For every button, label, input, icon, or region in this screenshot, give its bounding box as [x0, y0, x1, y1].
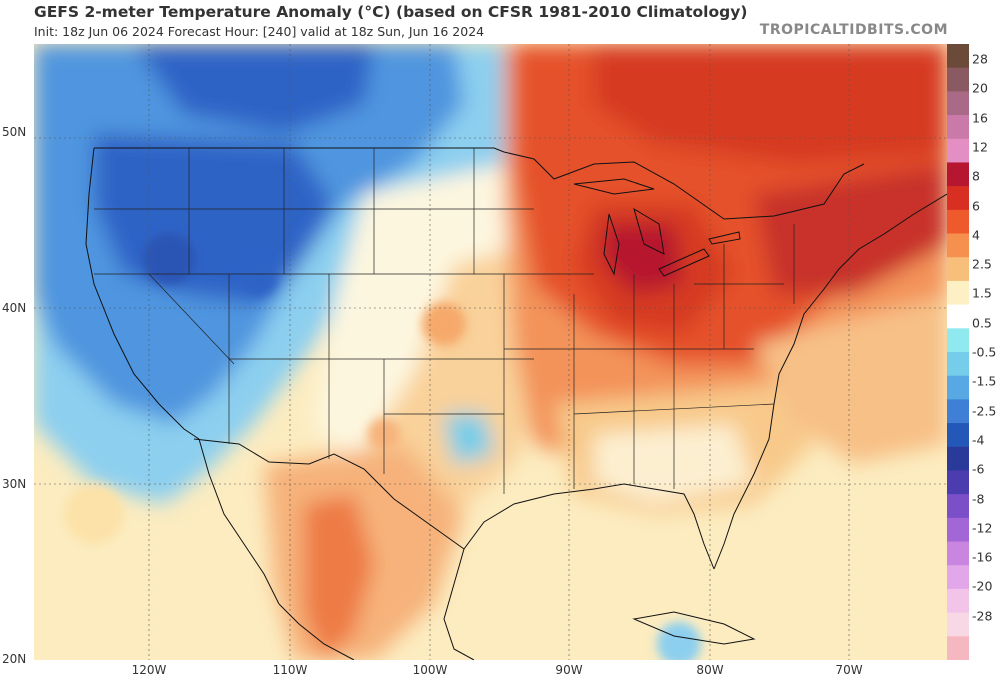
colorbar-label: -20 — [972, 578, 993, 594]
boundaries — [85, 147, 947, 660]
lake-erie — [658, 248, 710, 277]
colorbar-swatch — [947, 588, 969, 614]
colorbar-swatch — [947, 352, 969, 377]
central-warm-spot — [422, 302, 466, 346]
state-borders — [94, 148, 795, 494]
lake-huron — [633, 207, 665, 255]
colorbar-label: 16 — [972, 110, 988, 126]
forecast-info: Init: 18z Jun 06 2024 Forecast Hour: [24… — [34, 24, 485, 39]
map-header: GEFS 2-meter Temperature Anomaly (°C) (b… — [0, 0, 1000, 44]
gulf-coast — [463, 483, 715, 570]
graticule — [34, 44, 947, 660]
texas-cool-patch — [444, 414, 494, 464]
colorbar-label: -16 — [972, 549, 993, 565]
colorbar-label: 2.5 — [972, 256, 992, 272]
mexico-pacific-coast — [278, 603, 355, 660]
colorbar-swatch — [947, 375, 969, 400]
colorbar-label: 12 — [972, 139, 988, 155]
colorbar-label: -6 — [972, 461, 985, 477]
atlantic-warm — [754, 294, 947, 464]
colorbar-swatch — [947, 399, 969, 424]
west-coast — [85, 147, 200, 440]
colorbar-swatch — [947, 612, 969, 637]
cuba-outline — [632, 611, 756, 645]
colorbar-label: 28 — [972, 51, 988, 67]
colorbar-swatch — [947, 541, 969, 566]
colorbar-label: -12 — [972, 520, 993, 536]
colorbar-swatch — [947, 162, 969, 187]
colorbar-label: -4 — [972, 432, 985, 448]
colorbar-label: -2.5 — [972, 403, 997, 419]
lon-label-80w: 80W — [696, 663, 724, 677]
us-canada-border — [94, 147, 865, 220]
colorbar-swatch — [947, 138, 969, 163]
colorbar-swatch — [947, 446, 969, 471]
colorbar-swatch — [947, 470, 969, 495]
mexico-hot-region — [304, 494, 374, 660]
atlantic-coast — [773, 193, 947, 405]
colorbar-label: 0.5 — [972, 315, 992, 331]
colorbar-label: 1.5 — [972, 285, 992, 301]
colorbar-swatch — [947, 44, 969, 69]
colorado-cold-spot — [241, 261, 277, 297]
lon-label-120w: 120W — [131, 663, 167, 677]
map-title: GEFS 2-meter Temperature Anomaly (°C) (b… — [34, 3, 748, 21]
site-brand[interactable]: TROPICALTIDBITS.COM — [759, 22, 948, 38]
anomaly-map — [34, 44, 947, 660]
colorbar-label: -28 — [972, 608, 993, 624]
map-canvas — [34, 44, 947, 660]
colorbar-swatch — [947, 565, 969, 590]
colorbar-label: -8 — [972, 491, 985, 506]
lat-label-50n: 50N — [2, 125, 27, 139]
us-mexico-border — [193, 438, 465, 550]
colorbar-label: 4 — [972, 227, 980, 243]
colorbar-swatch — [947, 257, 969, 282]
lake-superior — [573, 178, 655, 195]
lon-label-70w: 70W — [835, 663, 863, 677]
colorbar-swatch — [947, 423, 969, 448]
colorbar-swatch — [947, 280, 969, 306]
colorbar-swatch — [947, 328, 969, 353]
lake-ontario — [708, 231, 741, 245]
colorbar-label: 20 — [972, 80, 988, 96]
colorbar-swatch — [947, 304, 969, 329]
colorbar — [947, 44, 969, 660]
pacific-warm-spot — [64, 484, 124, 544]
colorbar-swatch — [947, 186, 969, 211]
nevada-cold-spot — [143, 233, 195, 285]
colorbar-swatch — [947, 209, 969, 235]
colorbar-swatch — [947, 517, 969, 543]
lat-label-40n: 40N — [2, 301, 27, 315]
lat-label-20n: 20N — [2, 652, 27, 666]
colorbar-swatch — [947, 115, 969, 140]
lon-label-90w: 90W — [555, 663, 583, 677]
baja-coast — [198, 438, 280, 605]
detail-field — [64, 233, 701, 660]
lat-label-30n: 30N — [2, 477, 27, 491]
colorbar-label: -0.5 — [972, 344, 997, 360]
colorbar-swatch — [947, 67, 969, 92]
colorbar-swatch — [947, 91, 969, 116]
florida-coast — [713, 403, 775, 570]
cold-upper-region — [134, 44, 374, 134]
northeast-hotter-region — [754, 164, 947, 294]
lon-label-110w: 110W — [272, 663, 308, 677]
colorbar-label: 6 — [972, 198, 980, 213]
colorbar-swatch — [947, 494, 969, 519]
colorbar-label: 8 — [972, 168, 980, 184]
gulf-cool-spot — [657, 622, 701, 660]
mexico-gulf-coast — [443, 548, 475, 660]
colorbar-swatch — [947, 233, 969, 258]
colorbar-swatch — [947, 636, 969, 660]
colorbar-label: -1.5 — [972, 373, 997, 389]
lon-label-100w: 100W — [412, 663, 448, 677]
lake-michigan — [603, 213, 620, 276]
upper-east-hottest — [594, 44, 947, 164]
